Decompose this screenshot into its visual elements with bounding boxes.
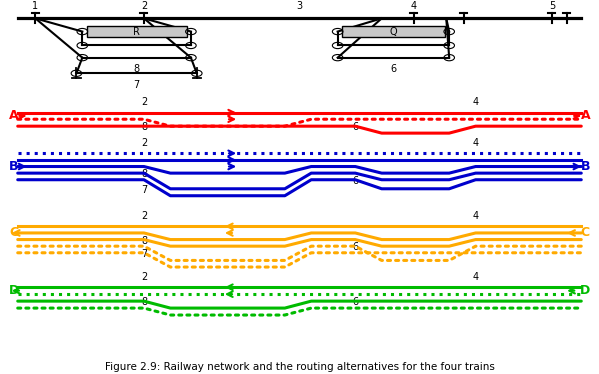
Text: Q: Q [389, 27, 397, 37]
Text: 3: 3 [297, 1, 302, 11]
Bar [87, 26, 187, 37]
Text: 6: 6 [352, 176, 358, 186]
Text: B: B [9, 160, 19, 173]
Text: 2: 2 [141, 138, 147, 148]
Text: 4: 4 [473, 211, 479, 221]
Text: 7: 7 [134, 80, 140, 89]
Text: A: A [9, 110, 19, 122]
Text: B: B [580, 160, 590, 173]
Text: 6: 6 [352, 242, 358, 252]
Text: C: C [581, 226, 590, 239]
Text: 8: 8 [141, 236, 147, 246]
Text: 8: 8 [134, 64, 140, 74]
Text: 8: 8 [141, 169, 147, 180]
Text: 6: 6 [352, 122, 358, 132]
Text: 2: 2 [141, 211, 147, 221]
Text: 4: 4 [473, 138, 479, 148]
Text: 4: 4 [473, 272, 479, 282]
Text: 2: 2 [141, 97, 147, 107]
Text: Figure 2.9: Railway network and the routing alternatives for the four trains: Figure 2.9: Railway network and the rout… [105, 362, 494, 372]
Text: 1: 1 [32, 1, 38, 11]
Text: 8: 8 [141, 297, 147, 307]
Text: 2: 2 [141, 1, 147, 11]
Text: 6: 6 [352, 297, 358, 307]
Text: C: C [9, 226, 18, 239]
Text: 5: 5 [549, 1, 555, 11]
Text: 8: 8 [141, 122, 147, 132]
Text: 4: 4 [473, 97, 479, 107]
Text: A: A [580, 110, 590, 122]
Bar [343, 26, 445, 37]
Text: 2: 2 [141, 272, 147, 282]
Text: 7: 7 [141, 249, 147, 259]
Text: 6: 6 [391, 64, 397, 74]
Text: R: R [133, 27, 140, 37]
Text: 7: 7 [141, 185, 147, 195]
Text: D: D [580, 284, 591, 297]
Text: 4: 4 [411, 1, 417, 11]
Text: D: D [8, 284, 19, 297]
